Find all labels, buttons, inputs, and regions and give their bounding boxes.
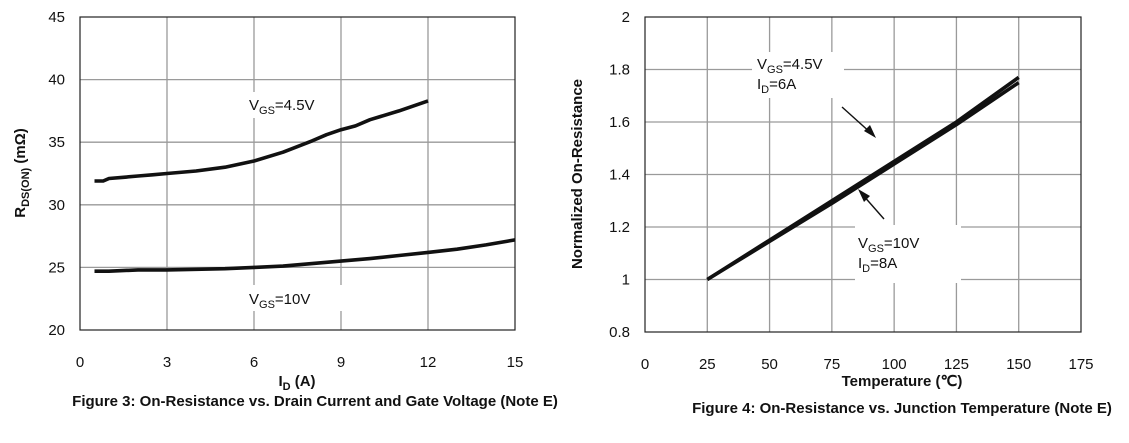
chart2-y-tick-label: 1.8 [609, 62, 630, 79]
figure3-caption: Figure 3: On-Resistance vs. Drain Curren… [72, 393, 558, 410]
chart1-x-tick-label: 9 [337, 354, 345, 371]
chart-rds-vs-id: 0 3 6 9 12 15 20 25 30 35 40 45 ID (A) RDS(ON) (mΩ… [12, 9, 523, 393]
chart2-y-tick-labels: 0.8 1 1.2 1.4 1.6 1.8 2 [609, 9, 630, 341]
chart2-series-label-id-6a: ID=6A [757, 76, 796, 96]
chart2-label-bg-4v5 [752, 52, 844, 98]
chart1-x-tick-label: 0 [76, 354, 84, 371]
chart1-y-tick-label: 20 [48, 322, 65, 339]
chart1-x-axis-label: ID (A) [278, 373, 315, 393]
chart2-y-tick-label: 1.6 [609, 114, 630, 131]
chart1-series-label-vgs-4v5: VGS=4.5V [249, 97, 315, 117]
chart1-grid [80, 17, 515, 330]
chart1-y-tick-label: 45 [48, 9, 65, 26]
chart2-x-tick-label: 0 [641, 356, 649, 373]
chart1-y-tick-label: 25 [48, 259, 65, 276]
chart1-series [94, 99, 516, 274]
chart1-series-line-1 [94, 238, 516, 274]
chart2-series-label-vgs-4v5: VGS=4.5V [757, 56, 823, 76]
chart-normalized-ron-vs-temp: 0 25 50 75 100 125 150 175 0.8 1 1.2 1.4 1.6 1.8 2 Te… [569, 9, 1094, 390]
chart1-y-tick-labels: 20 25 30 35 40 45 [48, 9, 65, 339]
chart2-x-tick-label: 100 [882, 356, 907, 373]
chart2-x-tick-label: 175 [1068, 356, 1093, 373]
chart2-arrow-10v [858, 189, 885, 220]
chart2-y-tick-label: 2 [622, 9, 630, 26]
chart1-series-line-0 [94, 99, 429, 183]
chart2-x-tick-label: 75 [824, 356, 841, 373]
chart2-x-tick-label: 50 [761, 356, 778, 373]
chart2-series-line-1 [706, 81, 1020, 282]
chart2-x-axis-label: Temperature (℃) [842, 373, 963, 390]
chart1-x-tick-label: 12 [420, 354, 437, 371]
chart1-plot-frame [79, 16, 516, 331]
chart2-y-tick-label: 1.4 [609, 167, 630, 184]
chart1-y-axis-label: RDS(ON) (mΩ) [12, 128, 32, 217]
chart2-x-tick-label: 150 [1006, 356, 1031, 373]
chart2-y-axis-label: Normalized On-Resistance [569, 79, 586, 269]
chart2-plot-frame [644, 16, 1082, 333]
chart1-y-tick-label: 40 [48, 72, 65, 89]
chart1-series-label-vgs-10v: VGS=10V [249, 291, 310, 311]
chart1-y-tick-label: 35 [48, 134, 65, 151]
chart2-y-tick-label: 0.8 [609, 324, 630, 341]
chart1-label-bg-10v [246, 285, 342, 311]
chart2-arrow-4v5 [841, 106, 876, 138]
chart2-series [706, 75, 1020, 282]
chart1-x-tick-labels: 0 3 6 9 12 15 [76, 354, 524, 371]
chart2-grid [645, 17, 1081, 332]
chart2-series-label-id-8a: ID=8A [858, 255, 897, 275]
chart1-x-tick-label: 3 [163, 354, 171, 371]
chart1-label-bg-4v5 [246, 92, 338, 118]
chart1-x-tick-label: 15 [507, 354, 524, 371]
chart2-x-tick-labels: 0 25 50 75 100 125 150 175 [641, 356, 1094, 373]
chart2-x-tick-label: 25 [699, 356, 716, 373]
chart2-series-label-vgs-10v: VGS=10V [858, 235, 919, 255]
chart2-x-tick-label: 125 [944, 356, 969, 373]
chart2-label-bg-10v [855, 225, 961, 283]
chart1-y-tick-label: 30 [48, 197, 65, 214]
chart1-x-tick-label: 6 [250, 354, 258, 371]
chart2-y-tick-label: 1.2 [609, 219, 630, 236]
chart2-y-tick-label: 1 [622, 272, 630, 289]
figure4-caption: Figure 4: On-Resistance vs. Junction Tem… [692, 400, 1112, 417]
